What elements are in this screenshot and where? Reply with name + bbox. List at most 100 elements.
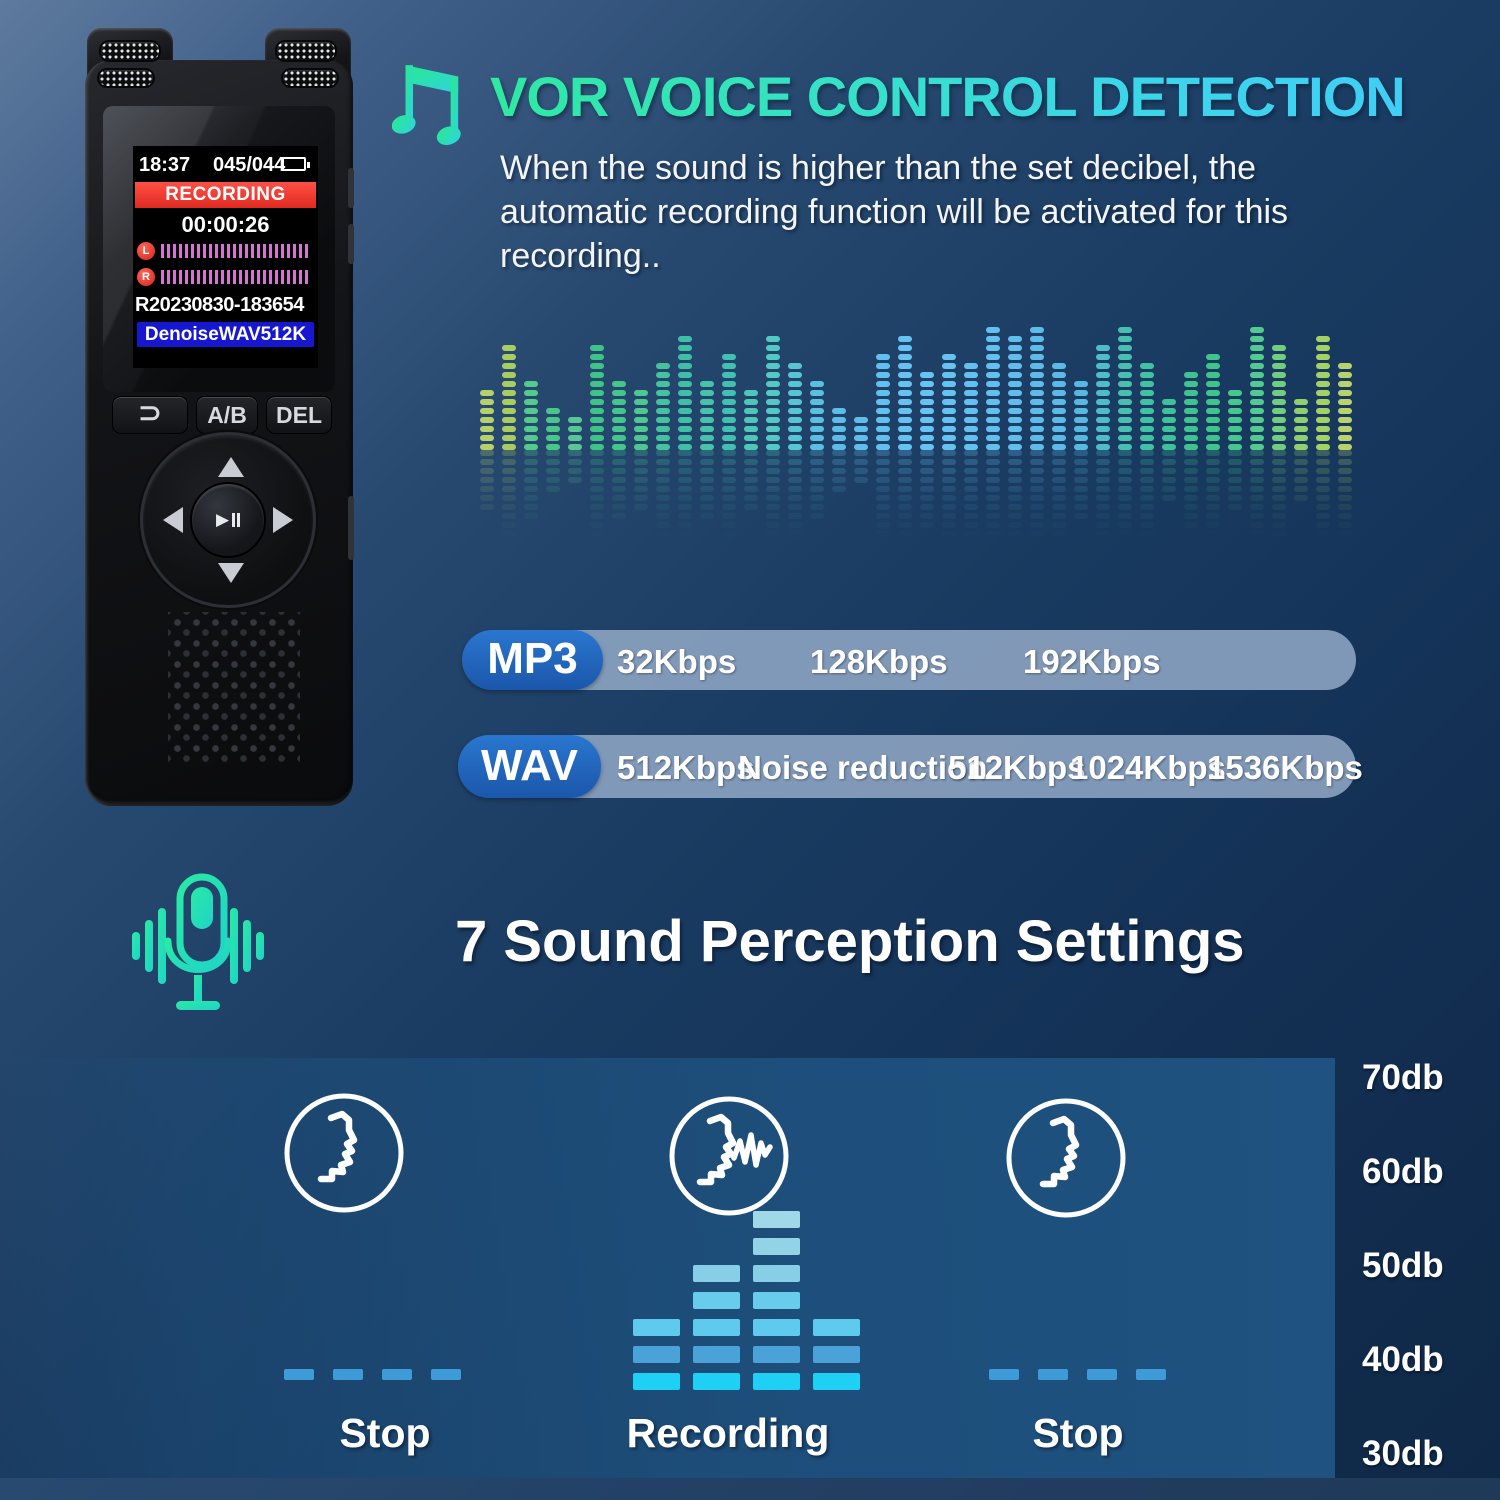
up-arrow-icon[interactable] bbox=[218, 457, 244, 477]
eq-segment bbox=[810, 444, 824, 450]
eq-segment bbox=[1250, 495, 1264, 501]
eq-segment bbox=[1030, 495, 1044, 501]
eq-segment bbox=[1118, 459, 1132, 465]
eq-segment bbox=[898, 468, 912, 474]
eq-segment bbox=[744, 486, 758, 492]
eq-segment bbox=[1140, 399, 1154, 405]
eq-segment bbox=[1074, 495, 1088, 501]
eq-segment bbox=[656, 468, 670, 474]
eq-segment bbox=[656, 522, 670, 528]
eq-segment bbox=[546, 426, 560, 432]
recording-bar-segment bbox=[693, 1373, 740, 1390]
eq-segment bbox=[1228, 459, 1242, 465]
eq-segment bbox=[1118, 513, 1132, 519]
eq-segment bbox=[656, 459, 670, 465]
eq-segment bbox=[986, 426, 1000, 432]
eq-segment bbox=[1184, 435, 1198, 441]
eq-segment bbox=[986, 354, 1000, 360]
eq-segment bbox=[986, 444, 1000, 450]
eq-segment bbox=[524, 450, 538, 456]
eq-segment bbox=[1140, 531, 1154, 537]
eq-column bbox=[502, 345, 516, 450]
eq-column bbox=[1316, 336, 1330, 450]
eq-segment bbox=[744, 390, 758, 396]
eq-segment bbox=[766, 459, 780, 465]
eq-column bbox=[722, 450, 736, 546]
eq-segment bbox=[986, 363, 1000, 369]
eq-segment bbox=[1074, 468, 1088, 474]
eq-segment bbox=[656, 417, 670, 423]
eq-segment bbox=[1052, 399, 1066, 405]
eq-segment bbox=[1074, 450, 1088, 456]
eq-segment bbox=[1294, 426, 1308, 432]
eq-segment bbox=[1118, 504, 1132, 510]
eq-segment bbox=[898, 459, 912, 465]
eq-segment bbox=[1074, 426, 1088, 432]
eq-segment bbox=[568, 435, 582, 441]
eq-segment bbox=[942, 426, 956, 432]
eq-segment bbox=[788, 468, 802, 474]
eq-segment bbox=[1184, 495, 1198, 501]
wav-bitrate: 512Kbps bbox=[617, 749, 755, 786]
eq-segment bbox=[546, 486, 560, 492]
left-arrow-icon[interactable] bbox=[163, 507, 183, 533]
side-button[interactable] bbox=[348, 168, 354, 208]
eq-segment bbox=[590, 345, 604, 351]
eq-segment bbox=[854, 417, 868, 423]
eq-segment bbox=[766, 417, 780, 423]
eq-segment bbox=[1030, 372, 1044, 378]
eq-segment bbox=[1250, 444, 1264, 450]
down-arrow-icon[interactable] bbox=[218, 563, 244, 583]
eq-segment bbox=[766, 468, 780, 474]
eq-column bbox=[854, 450, 868, 483]
eq-column bbox=[656, 450, 670, 537]
eq-segment bbox=[1096, 540, 1110, 546]
eq-segment bbox=[1316, 504, 1330, 510]
eq-segment bbox=[1118, 558, 1132, 564]
eq-segment bbox=[1294, 477, 1308, 483]
eq-segment bbox=[1096, 513, 1110, 519]
eq-segment bbox=[524, 390, 538, 396]
eq-segment bbox=[1272, 417, 1286, 423]
right-channel-icon: R bbox=[137, 268, 155, 286]
eq-column bbox=[1074, 381, 1088, 450]
eq-column bbox=[1272, 345, 1286, 450]
delete-button[interactable]: DEL bbox=[266, 396, 332, 434]
side-button[interactable] bbox=[348, 224, 354, 264]
eq-segment bbox=[678, 363, 692, 369]
back-button[interactable]: ⊃ bbox=[112, 396, 188, 434]
eq-segment bbox=[986, 540, 1000, 546]
ab-repeat-button[interactable]: A/B bbox=[196, 396, 258, 434]
eq-segment bbox=[1250, 459, 1264, 465]
eq-segment bbox=[876, 426, 890, 432]
eq-segment bbox=[1052, 522, 1066, 528]
eq-segment bbox=[1140, 477, 1154, 483]
eq-segment bbox=[876, 477, 890, 483]
eq-segment bbox=[1228, 417, 1242, 423]
eq-segment bbox=[1316, 426, 1330, 432]
eq-segment bbox=[964, 381, 978, 387]
eq-segment bbox=[1074, 504, 1088, 510]
eq-segment bbox=[1096, 381, 1110, 387]
side-slider[interactable] bbox=[348, 496, 354, 560]
eq-segment bbox=[590, 540, 604, 546]
eq-segment bbox=[1140, 390, 1154, 396]
eq-segment bbox=[502, 486, 516, 492]
eq-segment bbox=[1162, 459, 1176, 465]
eq-segment bbox=[1140, 486, 1154, 492]
play-pause-button[interactable]: ▶ bbox=[190, 482, 266, 558]
eq-segment bbox=[1052, 408, 1066, 414]
eq-segment bbox=[854, 435, 868, 441]
eq-segment bbox=[1118, 444, 1132, 450]
right-arrow-icon[interactable] bbox=[273, 507, 293, 533]
eq-segment bbox=[832, 486, 846, 492]
eq-segment bbox=[1184, 504, 1198, 510]
eq-segment bbox=[1074, 399, 1088, 405]
eq-segment bbox=[1052, 504, 1066, 510]
eq-segment bbox=[744, 408, 758, 414]
dpad-control[interactable]: ▶ bbox=[140, 432, 316, 608]
eq-segment bbox=[502, 513, 516, 519]
eq-segment bbox=[700, 468, 714, 474]
eq-segment bbox=[1074, 381, 1088, 387]
eq-segment bbox=[1338, 444, 1352, 450]
